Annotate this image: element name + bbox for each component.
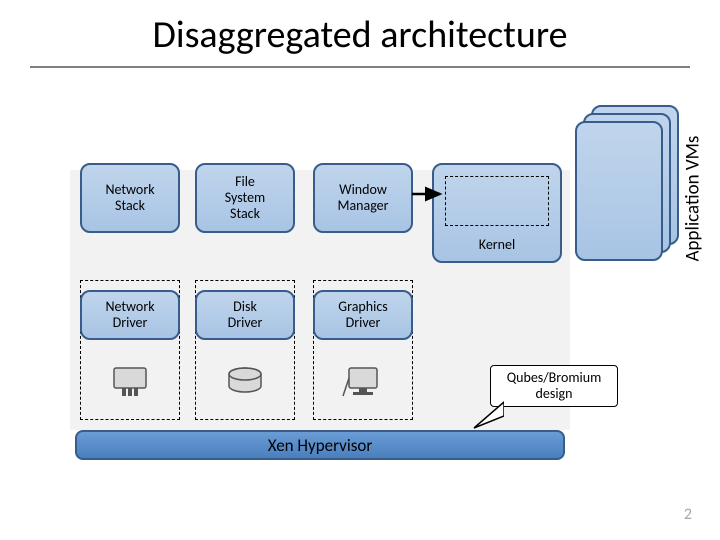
- window-manager-label: WindowManager: [337, 182, 388, 214]
- disk-icon: [223, 360, 267, 404]
- callout-text: Qubes/Bromiumdesign: [507, 369, 602, 402]
- kernel-label: Kernel: [479, 237, 515, 253]
- fs-stack-label: FileSystemStack: [225, 174, 265, 222]
- monitor-icon: [341, 360, 385, 404]
- fs-stack-box: FileSystemStack: [195, 163, 295, 233]
- slide: Disaggregated architecture NetworkStack …: [0, 0, 720, 540]
- application-vms-label: Application VMs: [682, 112, 705, 262]
- hypervisor-label: Xen Hypervisor: [268, 435, 373, 456]
- disk-driver-box: DiskDriver: [195, 290, 295, 340]
- network-stack-box: NetworkStack: [80, 163, 180, 233]
- graphics-driver-label: GraphicsDriver: [338, 299, 387, 331]
- hypervisor-bar: Xen Hypervisor: [75, 430, 565, 460]
- disk-driver-label: DiskDriver: [228, 299, 263, 331]
- kernel-inner-dashed: [445, 176, 549, 226]
- network-driver-box: NetworkDriver: [80, 290, 180, 340]
- arrow-icon: [410, 185, 448, 203]
- appvm-card-1: [575, 121, 663, 261]
- network-driver-label: NetworkDriver: [105, 299, 154, 331]
- page-number: 2: [684, 505, 692, 524]
- graphics-driver-box: GraphicsDriver: [313, 290, 413, 340]
- kernel-box: Kernel: [432, 163, 562, 263]
- window-manager-box: WindowManager: [313, 163, 413, 233]
- callout-tail-icon: [470, 398, 504, 432]
- title-underline: [30, 66, 690, 68]
- appvm-stack: [575, 105, 663, 245]
- nic-icon: [108, 360, 152, 404]
- network-stack-label: NetworkStack: [105, 182, 154, 214]
- callout-box: Qubes/Bromiumdesign: [490, 365, 618, 407]
- page-title: Disaggregated architecture: [0, 12, 720, 58]
